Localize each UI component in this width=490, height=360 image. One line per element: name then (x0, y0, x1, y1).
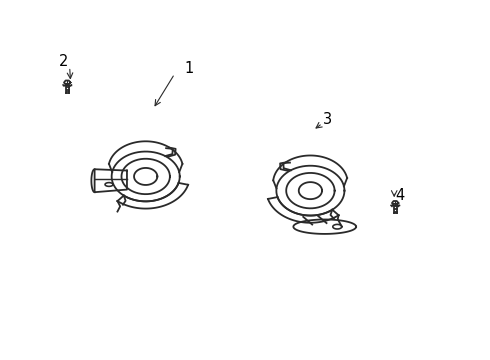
Text: 4: 4 (395, 188, 405, 203)
Text: 1: 1 (185, 61, 194, 76)
Text: 3: 3 (323, 112, 332, 127)
Text: 2: 2 (59, 54, 68, 69)
